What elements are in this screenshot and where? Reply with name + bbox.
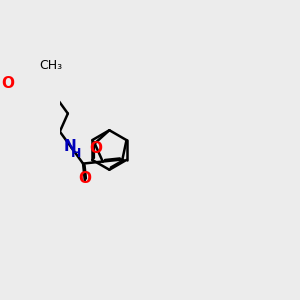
Text: CH₃: CH₃ [39, 59, 62, 72]
Text: N: N [64, 139, 77, 154]
Text: O: O [78, 171, 91, 186]
Text: O: O [2, 76, 15, 91]
Text: O: O [89, 141, 102, 156]
Text: H: H [71, 148, 81, 160]
